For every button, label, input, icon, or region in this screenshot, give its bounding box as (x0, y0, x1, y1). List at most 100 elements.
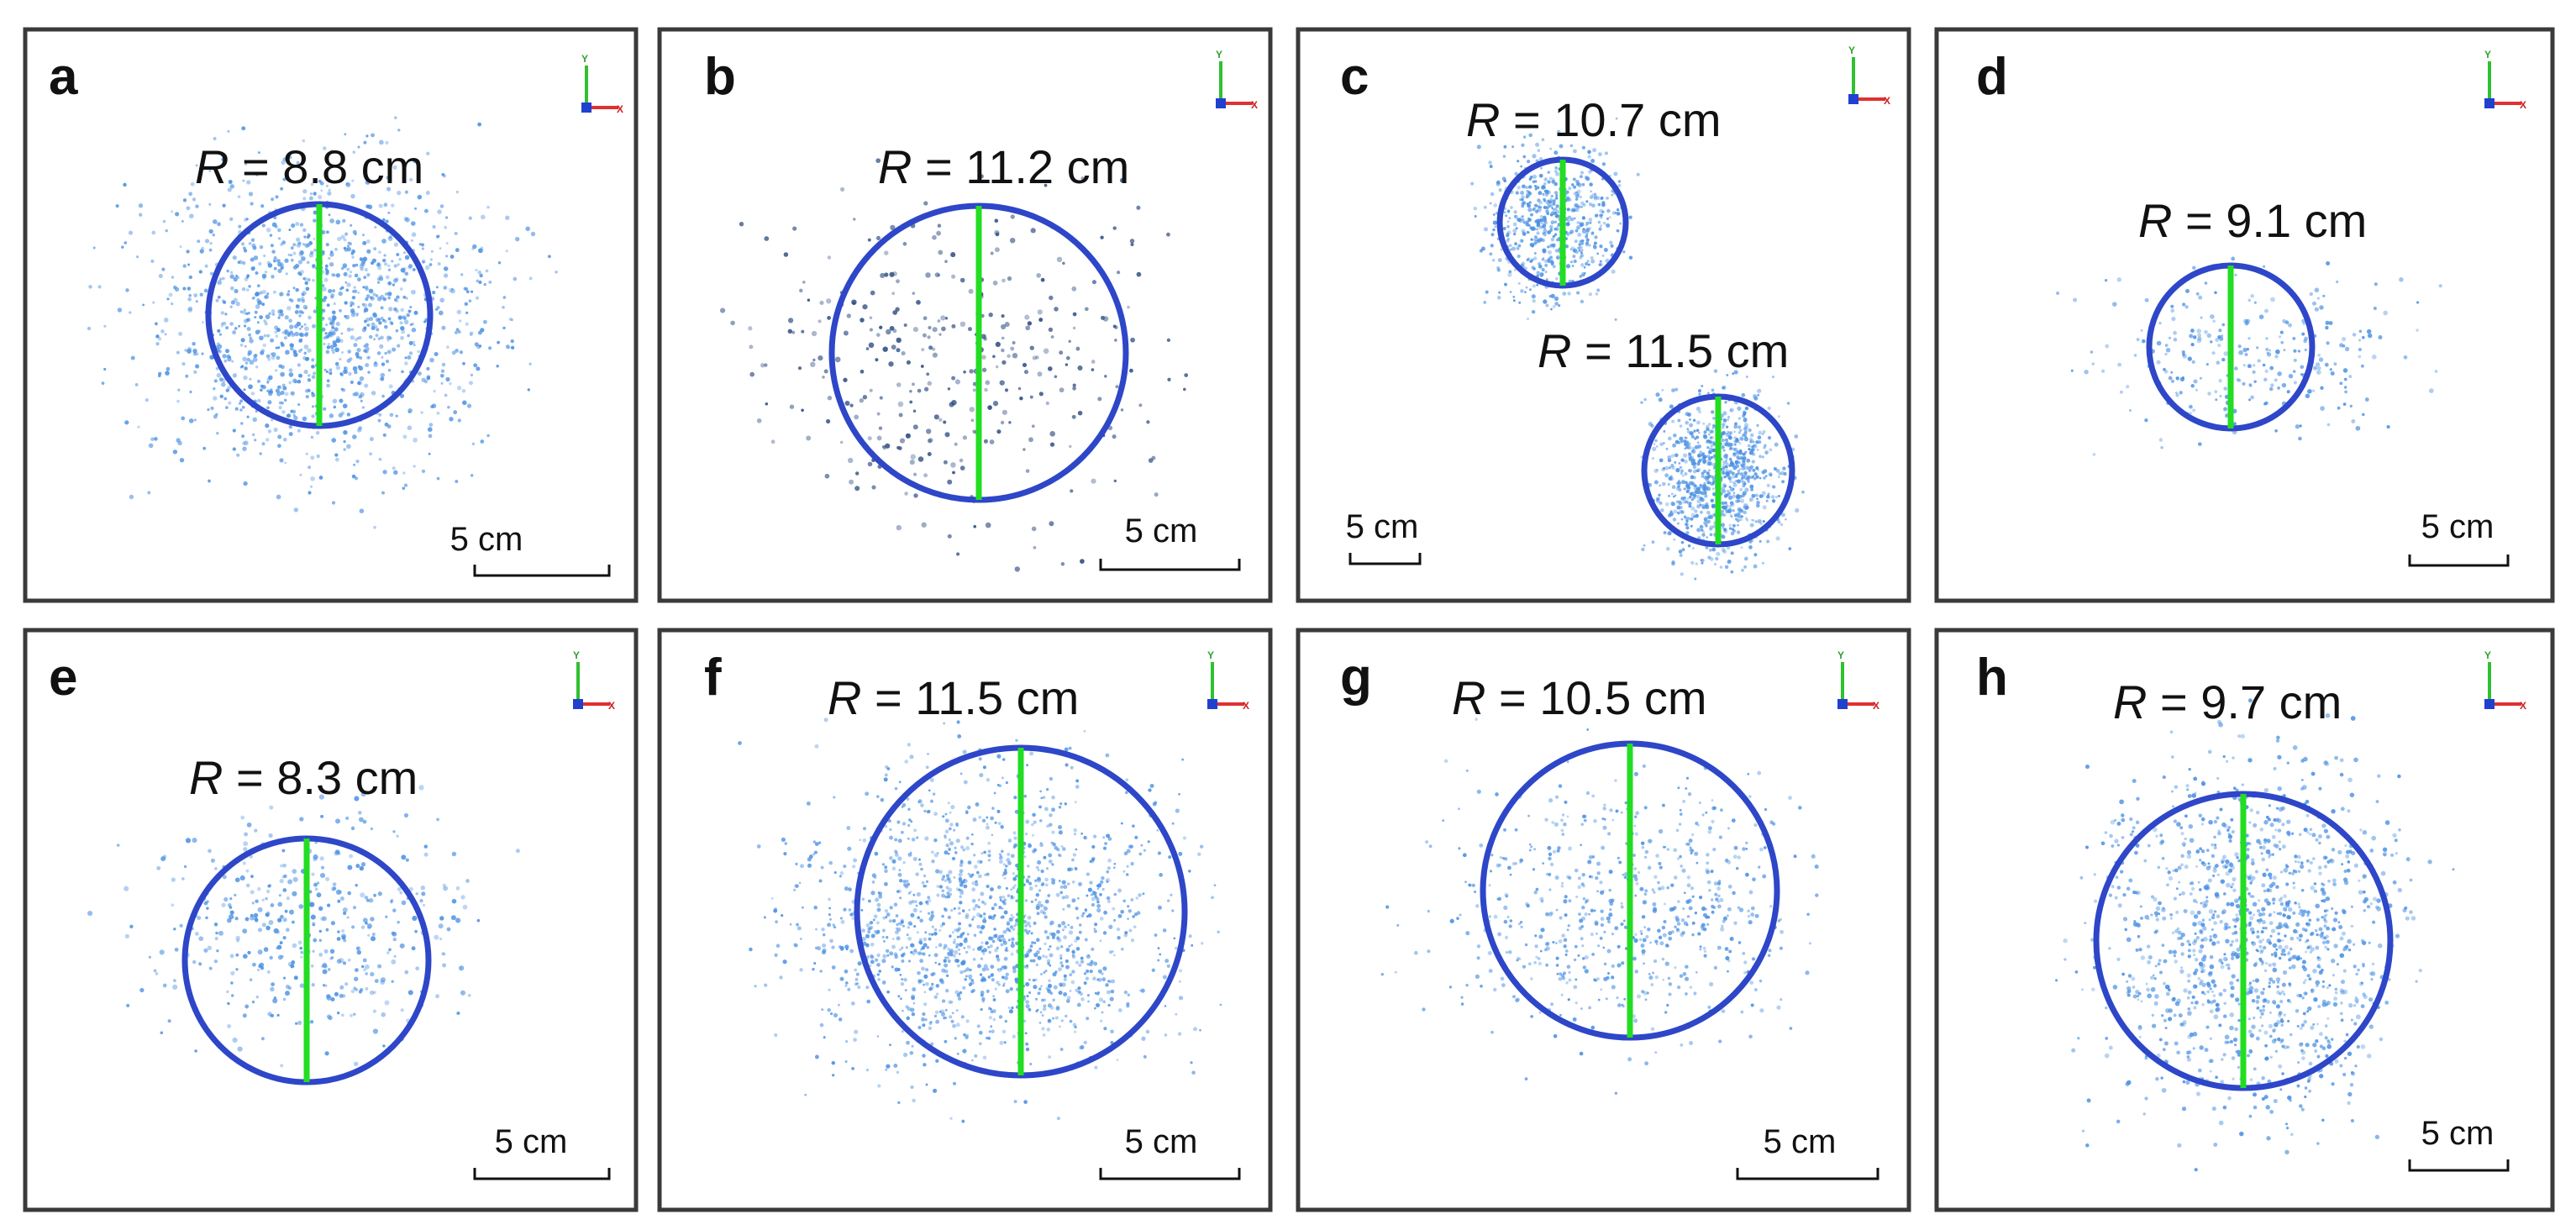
cloud-point (1564, 190, 1569, 195)
cloud-point (1704, 494, 1708, 498)
cloud-point (256, 886, 261, 891)
cloud-point (326, 383, 331, 388)
cloud-point (208, 169, 212, 172)
cloud-point (181, 219, 184, 223)
cloud-point (1542, 223, 1547, 228)
cloud-point (311, 392, 314, 395)
cloud-point (1520, 289, 1524, 293)
cloud-point (1488, 160, 1492, 165)
cloud-point (344, 301, 348, 305)
cloud-point (969, 968, 972, 972)
cloud-point (1156, 829, 1159, 832)
cloud-point (1530, 238, 1533, 241)
cloud-point (300, 338, 303, 341)
cloud-point (1587, 150, 1591, 155)
cloud-point (822, 933, 826, 937)
cloud-point (1008, 421, 1012, 424)
cloud-point (1067, 867, 1071, 872)
cloud-point (1756, 423, 1759, 428)
cloud-point (900, 997, 902, 1001)
cloud-point (1483, 227, 1489, 232)
cloud-point (442, 952, 446, 956)
cloud-point (1712, 424, 1716, 428)
cloud-point (1602, 221, 1606, 225)
cloud-point (882, 954, 887, 959)
cloud-point (2170, 304, 2174, 308)
cloud-point (2092, 453, 2096, 456)
cloud-point (421, 891, 426, 896)
cloud-point (205, 916, 208, 920)
cloud-point (1708, 440, 1712, 444)
cloud-point (2378, 334, 2383, 340)
cloud-point (2242, 318, 2247, 323)
cloud-point (793, 888, 796, 891)
cloud-point (1706, 510, 1711, 515)
cloud-point (2236, 378, 2240, 382)
cloud-point (895, 853, 899, 857)
cloud-point (525, 226, 530, 232)
cloud-point (292, 891, 297, 896)
cloud-point (1543, 217, 1548, 221)
cloud-point (1042, 911, 1047, 915)
cloud-point (187, 286, 192, 291)
cloud-point (1009, 930, 1012, 933)
cloud-point (401, 854, 407, 860)
cloud-point (1511, 246, 1516, 251)
cloud-point (374, 979, 379, 984)
cloud-point (921, 880, 925, 885)
cloud-point (308, 196, 313, 201)
cloud-point (505, 250, 508, 253)
cloud-point (362, 286, 365, 289)
cloud-point (268, 833, 273, 838)
cloud-point (972, 915, 976, 919)
cloud-point (985, 380, 991, 386)
cloud-point (1182, 387, 1186, 392)
cloud-point (1001, 278, 1006, 283)
cloud-point (1536, 231, 1540, 235)
cloud-point (1000, 420, 1005, 425)
cloud-point (286, 292, 291, 297)
cloud-point (375, 325, 378, 329)
cloud-point (441, 325, 446, 330)
cloud-point (1540, 166, 1543, 170)
cloud-point (1622, 250, 1626, 254)
cloud-point (2274, 378, 2278, 382)
cloud-point (912, 292, 916, 295)
cloud-point (1063, 935, 1067, 940)
cloud-point (1058, 991, 1063, 996)
cloud-point (1750, 476, 1754, 480)
scale-bar-label: 5 cm (2421, 508, 2495, 545)
cloud-point (1680, 458, 1685, 462)
cloud-point (2165, 347, 2171, 353)
cloud-point (513, 276, 518, 281)
cloud-point (937, 319, 941, 323)
cloud-point (382, 433, 386, 438)
cloud-point (1569, 231, 1573, 235)
cloud-point (279, 458, 284, 463)
cloud-point (199, 292, 203, 297)
cloud-point (1721, 534, 1726, 539)
cloud-point (297, 940, 302, 945)
cloud-point (269, 955, 273, 960)
cloud-point (885, 916, 888, 919)
cloud-point (1727, 495, 1733, 501)
cloud-point (1000, 825, 1004, 829)
cloud-point (1668, 476, 1673, 481)
cloud-point (1730, 531, 1735, 536)
cloud-point (232, 255, 237, 260)
cloud-point (1054, 1016, 1059, 1020)
cloud-point (2073, 297, 2078, 302)
cloud-point (334, 361, 339, 366)
cloud-point (1756, 449, 1759, 451)
cloud-point (460, 990, 466, 996)
cloud-point (187, 308, 192, 313)
cloud-point (420, 243, 425, 247)
cloud-point (403, 319, 409, 325)
cloud-point (1550, 237, 1555, 242)
cloud-point (2190, 342, 2195, 347)
cloud-point (1744, 430, 1748, 434)
cloud-point (162, 983, 167, 988)
cloud-point (1029, 345, 1034, 350)
cloud-point (1074, 1030, 1077, 1033)
cloud-point (1010, 346, 1015, 351)
